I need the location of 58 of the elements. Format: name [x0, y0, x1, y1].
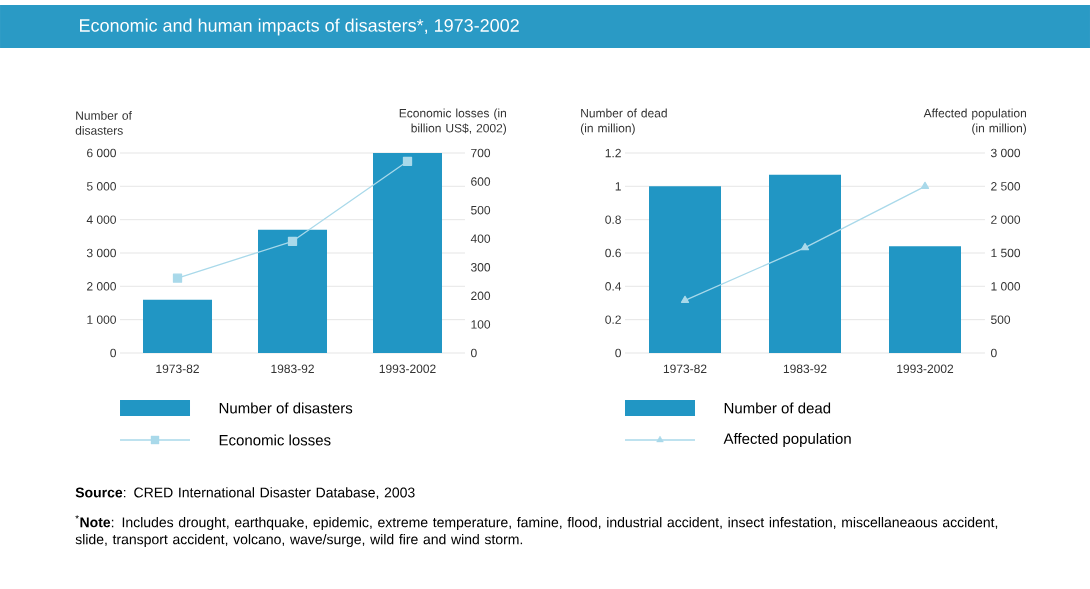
y-tick-label: 0 — [615, 348, 622, 358]
y-tick-label: 0.2 — [605, 315, 621, 324]
y2-tick-label: 300 — [470, 263, 491, 272]
bar — [649, 186, 721, 353]
y2-tick-label: 3 000 — [990, 148, 1021, 158]
point — [800, 243, 810, 251]
y2-tick-label: 2 500 — [991, 182, 1021, 191]
y-tick-label: 5 000 — [86, 182, 116, 191]
bar — [889, 246, 961, 353]
legend-label: Affected population — [723, 432, 851, 447]
text: $^{*}$Note: Includes drought, earthquake, epidemic, extreme temperature, famine, flood, industrial accident, insect infestation, miscellaneaous accident, slide, transport accident, volcano, wave/surge, wild fire and wind storm. — [75, 515, 998, 548]
y-tick-label: 3 000 — [86, 248, 116, 258]
y2-axis-title: Economic losses (in billion US$, 2002) — [399, 108, 507, 135]
bar — [143, 299, 213, 353]
x-tick-label: 1993-2002 — [897, 364, 954, 374]
y2-tick-label: 400 — [470, 234, 491, 243]
y2-tick-label: 1 500 — [991, 248, 1021, 258]
text: Source: CRED International Disaster Database, 2003 — [75, 487, 415, 500]
y-tick-label: 6 000 — [87, 148, 116, 158]
y2-tick-label: 700 — [471, 148, 491, 158]
y2-tick-label: 0 — [991, 348, 997, 358]
y-tick-label: 1 000 — [87, 315, 116, 324]
y-tick-label: 0.6 — [605, 248, 621, 258]
bar — [373, 152, 442, 353]
y-tick-label: 4 000 — [86, 215, 116, 224]
y-tick-label: 2 000 — [87, 282, 116, 291]
point — [172, 273, 183, 283]
y-tick-label: 0 — [110, 348, 117, 358]
x-tick-label: 1993-2002 — [379, 364, 436, 374]
x-tick-label: 1973-82 — [156, 364, 199, 374]
y2-tick-label: 0 — [471, 348, 477, 358]
point — [680, 295, 690, 303]
y2-tick-label: 600 — [471, 177, 491, 186]
y2-tick-label: 200 — [471, 291, 491, 301]
bar — [769, 174, 841, 353]
legend-label: Number of disasters — [219, 402, 353, 414]
point — [920, 181, 930, 189]
legend-label: Number of dead — [724, 402, 831, 414]
legend-label: Economic losses — [219, 434, 331, 446]
x-tick-label: 1983-92 — [783, 364, 827, 374]
y-tick-label: 0.8 — [605, 215, 621, 224]
x-tick-label: 1983-92 — [271, 364, 314, 374]
bar — [258, 229, 328, 353]
point — [402, 156, 413, 166]
y2-tick-label: 2 000 — [991, 215, 1021, 224]
chart-title: Economic and human impacts of disasters*, 1973-2002 — [80, 18, 519, 36]
y-tick-label: 0.4 — [605, 282, 622, 291]
y2-tick-label: 1 000 — [991, 282, 1021, 291]
y-tick-label: 1 — [615, 182, 621, 191]
x-tick-label: 1973-82 — [663, 364, 707, 374]
y2-tick-label: 500 — [991, 315, 1011, 324]
y-axis-title: Number of disasters — [75, 110, 132, 135]
point — [287, 236, 298, 246]
y2-tick-label: 500 — [471, 205, 491, 215]
y-axis-title: Number of dead (in million) — [580, 108, 667, 135]
y2-tick-label: 100 — [471, 320, 491, 329]
y2-axis-title: Affected population (in million) — [923, 108, 1027, 135]
y-tick-label: 1.2 — [605, 148, 621, 158]
